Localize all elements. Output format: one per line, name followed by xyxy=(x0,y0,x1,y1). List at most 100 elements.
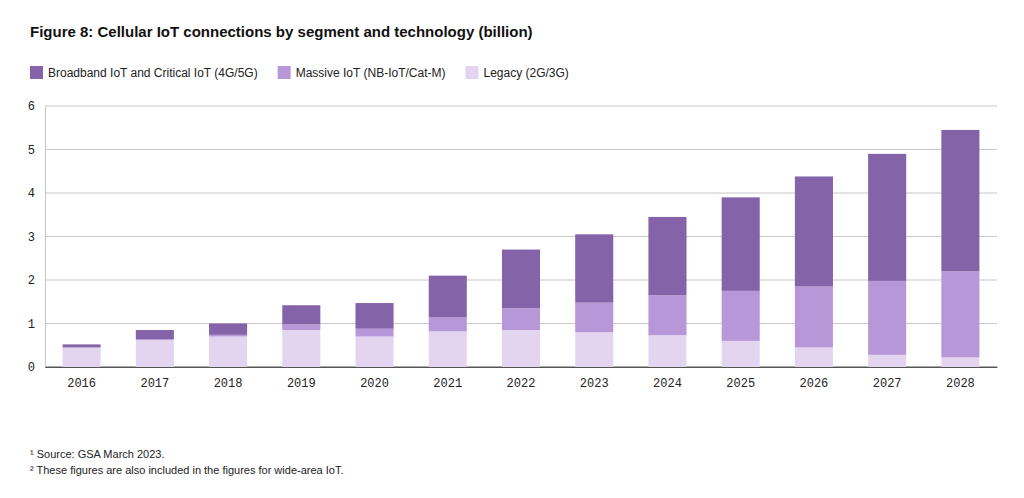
x-tick-label: 2016 xyxy=(67,377,96,391)
y-tick: 4 xyxy=(28,187,45,201)
y-tick-label: 4 xyxy=(28,187,35,201)
grid-line xyxy=(45,149,997,150)
bar xyxy=(795,287,833,348)
bar xyxy=(722,197,760,291)
grid-line xyxy=(45,236,997,237)
bar xyxy=(63,344,101,347)
bar xyxy=(355,337,393,367)
y-tick-label: 5 xyxy=(28,144,35,158)
bar xyxy=(282,324,320,330)
bar xyxy=(355,303,393,329)
x-tick: 2025 xyxy=(726,367,755,391)
y-axis: 0 1 2 3 4 5 6 xyxy=(28,100,46,375)
x-tick: 2027 xyxy=(873,367,902,391)
bar xyxy=(209,335,247,337)
y-tick: 5 xyxy=(28,144,45,158)
x-tick-label: 2023 xyxy=(580,377,609,391)
chart: Figure 8: Cellular IoT connections by se… xyxy=(0,0,1024,498)
x-tick-label: 2025 xyxy=(726,377,755,391)
bar xyxy=(722,341,760,367)
x-tick-label: 2022 xyxy=(507,377,536,391)
y-tick: 2 xyxy=(28,274,45,288)
bar xyxy=(209,337,247,367)
bar xyxy=(63,347,101,367)
x-tick: 2023 xyxy=(580,367,609,391)
bar xyxy=(355,329,393,337)
x-tick-label: 2026 xyxy=(800,377,829,391)
legend-swatch xyxy=(465,66,478,79)
y-tick-label: 1 xyxy=(28,318,35,332)
x-tick: 2016 xyxy=(67,367,96,391)
grid-line xyxy=(45,106,997,107)
x-tick: 2021 xyxy=(433,367,462,391)
x-tick: 2024 xyxy=(653,367,682,391)
x-tick-label: 2018 xyxy=(214,377,243,391)
bar xyxy=(282,330,320,367)
legend-swatch xyxy=(278,66,291,79)
y-axis-line xyxy=(45,107,46,368)
bar xyxy=(429,331,467,367)
bar xyxy=(648,295,686,335)
bar xyxy=(429,317,467,331)
grid-line xyxy=(45,193,997,194)
y-tick-label: 0 xyxy=(28,361,35,375)
x-tick-label: 2017 xyxy=(140,377,169,391)
series xyxy=(136,271,980,357)
bar xyxy=(575,234,613,302)
legend-label: Broadband IoT and Critical IoT (4G/5G) xyxy=(48,66,258,80)
bar xyxy=(941,357,979,367)
bar xyxy=(648,217,686,295)
bar xyxy=(722,291,760,341)
grid xyxy=(45,106,997,367)
y-tick-label: 2 xyxy=(28,274,35,288)
y-tick-label: 3 xyxy=(28,231,35,245)
series xyxy=(63,130,980,348)
legend-label: Massive IoT (NB-IoT/Cat-M) xyxy=(296,66,446,80)
bar xyxy=(795,176,833,286)
bar xyxy=(136,330,174,339)
bar xyxy=(502,308,540,330)
x-tick-label: 2021 xyxy=(433,377,462,391)
x-tick: 2026 xyxy=(800,367,829,391)
footnote: ² These figures are also included in the… xyxy=(30,464,343,476)
bar xyxy=(502,250,540,309)
x-axis: 2016 2017 2018 2019 2020 2021 2022 2023 2024 2025… xyxy=(46,367,998,391)
y-tick-label: 6 xyxy=(28,100,35,114)
x-tick-label: 2028 xyxy=(946,377,975,391)
legend: Broadband IoT and Critical IoT (4G/5G) Ma… xyxy=(30,66,569,80)
y-tick: 0 xyxy=(28,361,45,375)
x-tick: 2022 xyxy=(507,367,536,391)
x-tick: 2018 xyxy=(214,367,243,391)
bar xyxy=(575,332,613,367)
bar xyxy=(648,335,686,367)
bar xyxy=(868,355,906,367)
bar xyxy=(941,130,979,271)
bar xyxy=(502,330,540,367)
series xyxy=(63,330,980,367)
footnote: ¹ Source: GSA March 2023. xyxy=(30,448,165,460)
y-tick: 1 xyxy=(28,318,45,332)
x-tick: 2020 xyxy=(360,367,389,391)
x-tick-label: 2019 xyxy=(287,377,316,391)
bar xyxy=(429,276,467,318)
bar xyxy=(209,324,247,335)
bar xyxy=(795,347,833,367)
bar xyxy=(282,305,320,324)
x-tick: 2017 xyxy=(140,367,169,391)
x-axis-line xyxy=(46,367,998,368)
x-tick-label: 2020 xyxy=(360,377,389,391)
legend-label: Legacy (2G/3G) xyxy=(483,66,568,80)
bar xyxy=(868,154,906,281)
x-tick-label: 2024 xyxy=(653,377,682,391)
bars xyxy=(63,130,980,367)
legend-swatch xyxy=(30,66,43,79)
x-tick-label: 2027 xyxy=(873,377,902,391)
bar xyxy=(941,271,979,357)
y-tick: 3 xyxy=(28,231,45,245)
x-tick: 2019 xyxy=(287,367,316,391)
x-tick: 2028 xyxy=(946,367,975,391)
bar xyxy=(136,340,174,367)
bar xyxy=(868,281,906,355)
bar xyxy=(575,303,613,333)
title: Figure 8: Cellular IoT connections by se… xyxy=(30,23,533,40)
